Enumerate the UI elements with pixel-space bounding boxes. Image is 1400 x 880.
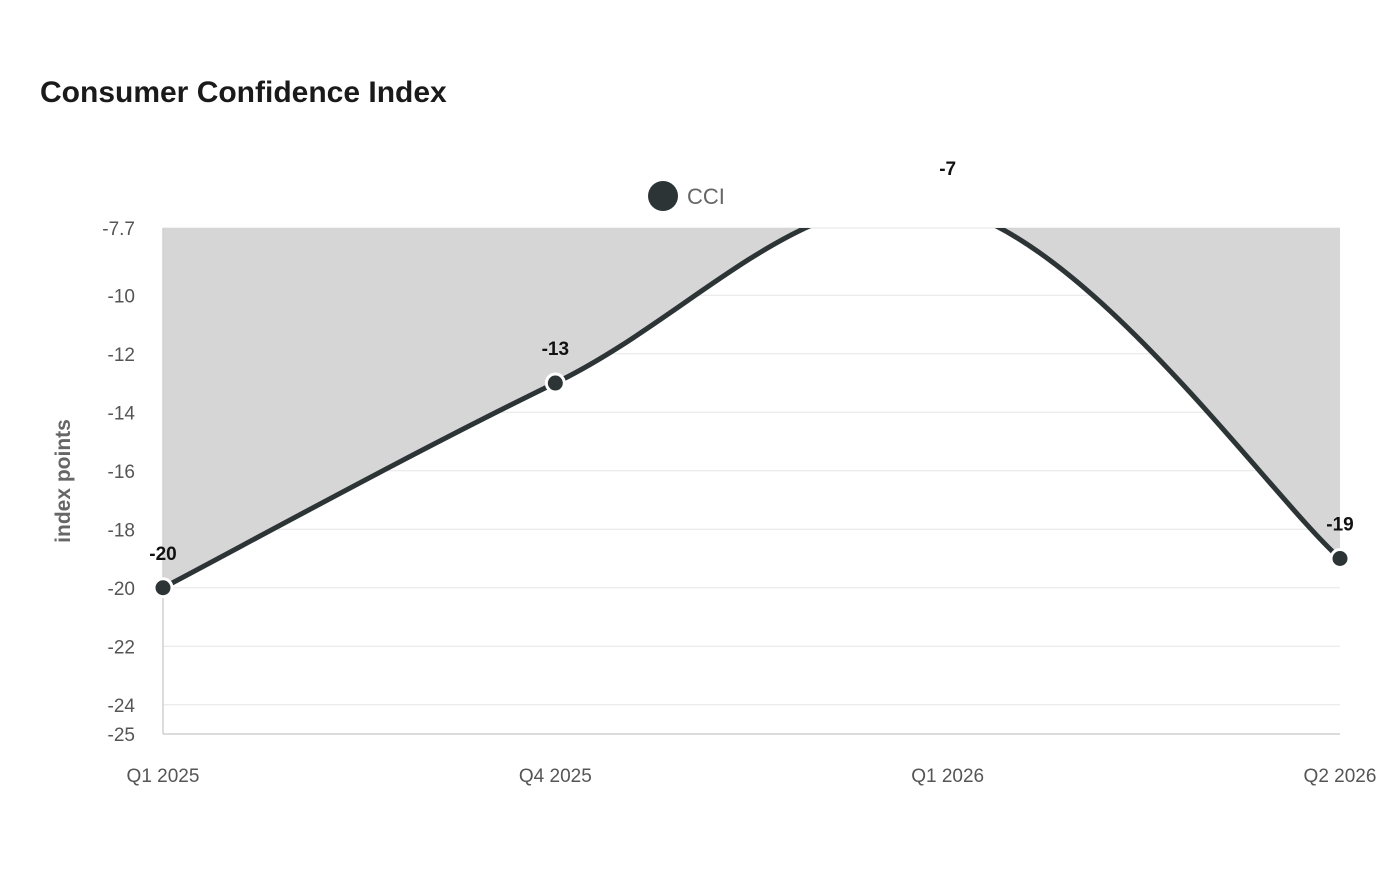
y-tick-label: -14 bbox=[108, 403, 136, 424]
x-tick-label: Q2 2026 bbox=[1304, 766, 1377, 787]
y-tick-label: -22 bbox=[108, 637, 135, 658]
data-point bbox=[1329, 548, 1351, 570]
data-label: -7 bbox=[939, 159, 956, 180]
x-tick-label: Q1 2025 bbox=[127, 766, 200, 787]
y-axis-title: index points bbox=[52, 419, 75, 543]
data-point bbox=[152, 577, 174, 599]
y-tick-label: -20 bbox=[108, 579, 135, 600]
data-point bbox=[544, 372, 566, 394]
chart-title: Consumer Confidence Index bbox=[40, 76, 447, 109]
data-label: -19 bbox=[1326, 515, 1353, 536]
y-tick-label: -12 bbox=[108, 345, 135, 366]
y-tick-label: -24 bbox=[108, 696, 136, 717]
y-tick-label: -25 bbox=[108, 725, 135, 746]
series-line-cci bbox=[163, 228, 1340, 591]
legend-label-cci: CCI bbox=[687, 184, 725, 209]
y-tick-label: -16 bbox=[108, 462, 135, 483]
y-tick-label: -10 bbox=[108, 286, 135, 307]
legend-marker-cci bbox=[648, 181, 678, 211]
data-label: -13 bbox=[542, 339, 569, 360]
series-area-fill bbox=[163, 228, 1340, 588]
y-tick-label: -18 bbox=[108, 520, 135, 541]
y-tick-label: -7.7 bbox=[102, 219, 135, 240]
data-label: -20 bbox=[149, 544, 176, 565]
x-tick-label: Q4 2025 bbox=[519, 766, 592, 787]
x-tick-label: Q1 2026 bbox=[911, 766, 984, 787]
